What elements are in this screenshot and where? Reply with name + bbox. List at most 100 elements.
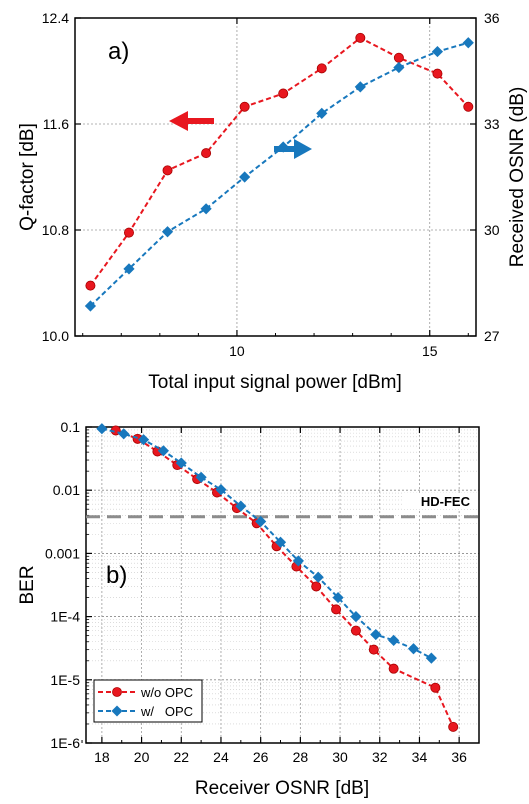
left-axis-arrow (169, 111, 214, 131)
chart-a-point-left (316, 63, 327, 74)
chart-a-series-line-right (89, 41, 469, 307)
chart-a-point-left (162, 165, 173, 176)
chart-b-point-w-o-opc (311, 581, 322, 592)
chart-b-panel-label: b) (106, 562, 127, 589)
legend-item-without-opc: w/o OPC (98, 685, 193, 700)
chart-b-x-tick-label: 18 (94, 749, 110, 765)
chart-a-y2-tick-label: 36 (484, 10, 500, 26)
chart-a-point-left (393, 52, 404, 63)
chart-a-x-tick-label: 10 (229, 343, 245, 359)
chart-b-point-w-o-opc (388, 663, 399, 674)
chart-a-point-right (200, 203, 212, 215)
chart-a-y-tick-label: 10.0 (42, 328, 69, 344)
chart-b-point-w-opc (350, 611, 362, 623)
right-axis-arrow (274, 139, 312, 159)
chart-b-point-w-opc (312, 571, 324, 583)
chart-a-point-left (201, 148, 212, 159)
hd-fec-label: HD-FEC (421, 494, 471, 509)
chart-b-y-axis-label: BER (17, 565, 38, 604)
chart-b-point-w-o-opc (331, 604, 342, 615)
chart-b-x-tick-label: 30 (332, 749, 348, 765)
chart-b-point-w-opc (175, 457, 187, 469)
chart-b-y-tick-label: 1E-5 (50, 672, 80, 688)
chart-b-point-w-opc (118, 428, 130, 440)
chart-b-point-w-opc (332, 591, 344, 604)
legend-label-with-opc: w/ OPC (140, 704, 193, 719)
chart-a-point-right (161, 226, 174, 238)
chart-a-y-axis-label: Q-factor [dB] (17, 123, 38, 231)
chart-b-ticks: 18 20 22 24 26 28 30 32 34 36 0.1 0.01 0.001 1E-4 1E-5… (45, 419, 480, 765)
chart-b-x-tick-label: 24 (213, 749, 229, 765)
chart-a-panel-label: a) (108, 38, 129, 65)
chart-a-series-line-left (89, 36, 470, 287)
chart-a-point-left (85, 280, 96, 291)
chart-a-point-right (354, 81, 366, 93)
chart-a-x-axis-label: Total input signal power [dBm] (148, 372, 401, 393)
chart-a-point-left (432, 68, 443, 79)
legend-item-with-opc: w/ OPC (98, 704, 193, 719)
chart-b-point-w-o-opc (448, 721, 459, 732)
legend-marker-without-opc (112, 687, 122, 697)
chart-b: 18 20 22 24 26 28 30 32 34 36 0.1 0.01 0.001 1E-4 1E-5… (17, 419, 480, 799)
chart-a-point-right (393, 61, 405, 74)
legend-label-without-opc: w/o OPC (140, 685, 193, 700)
chart-b-point-w-opc (137, 434, 150, 446)
chart-a-y2-axis-label: Received OSNR (dB) (507, 87, 528, 268)
chart-b-x-axis-label: Receiver OSNR [dB] (195, 778, 369, 799)
chart-a-x-tick-label: 15 (422, 343, 438, 359)
chart-a-y-tick-label: 12.4 (42, 10, 69, 26)
chart-b-x-tick-label: 22 (173, 749, 189, 765)
chart-b-x-tick-label: 32 (372, 749, 388, 765)
chart-a-grid (75, 17, 476, 337)
chart-b-x-tick-label: 34 (412, 749, 428, 765)
chart-b-y-tick-label: 0.001 (45, 545, 80, 561)
chart-b-point-w-opc (215, 484, 227, 496)
chart-b-x-tick-label: 20 (134, 749, 150, 765)
chart-a-point-right (84, 300, 97, 312)
chart-a-y-tick-label: 11.6 (43, 116, 69, 132)
chart-b-y-tick-label: 0.1 (61, 419, 81, 435)
chart-a-y2-tick-label: 27 (484, 328, 500, 344)
chart-a-point-right (462, 37, 474, 49)
chart-a-y2-tick-label: 33 (484, 116, 500, 132)
chart-b-point-w-o-opc (350, 625, 361, 636)
chart-b-x-tick-label: 28 (293, 749, 309, 765)
chart-a-ticks: 10 15 10.0 10.8 11.6 12.4 27 30 33 36 (42, 10, 500, 359)
chart-a-series (84, 32, 474, 312)
chart-b-point-w-o-opc (430, 682, 441, 693)
chart-a-point-left (463, 101, 474, 112)
chart-a-y-tick-label: 10.8 (42, 222, 69, 238)
chart-a-point-left (123, 227, 134, 238)
chart-b-legend: w/o OPC w/ OPC (93, 679, 203, 723)
chart-b-x-tick-label: 36 (451, 749, 467, 765)
chart-b-point-w-opc (235, 500, 247, 512)
chart-b-x-tick-label: 26 (253, 749, 269, 765)
chart-b-point-w-o-opc (368, 644, 379, 655)
chart-a-frame (74, 17, 477, 337)
chart-b-point-w-opc (292, 555, 304, 567)
chart-a: 10 15 10.0 10.8 11.6 12.4 27 30 33 36 a) Total in… (17, 10, 528, 393)
chart-a-point-right (239, 171, 251, 183)
chart-b-point-w-opc (195, 471, 207, 483)
chart-b-y-tick-label: 1E-6 (50, 735, 80, 751)
legend-box (93, 679, 203, 723)
hd-fec-label-bg (403, 493, 477, 509)
chart-b-point-w-opc (157, 445, 170, 457)
chart-a-point-right (123, 263, 135, 275)
chart-a-y2-tick-label: 30 (484, 222, 500, 238)
chart-b-frame (85, 426, 480, 744)
chart-b-point-w-opc (255, 515, 267, 528)
hd-fec-threshold: HD-FEC (86, 493, 479, 519)
chart-a-point-right (431, 45, 444, 58)
chart-b-point-w-opc (407, 643, 420, 655)
chart-b-point-w-opc (425, 652, 437, 664)
chart-a-point-left (239, 101, 250, 112)
chart-b-point-w-opc (274, 536, 287, 548)
chart-b-point-w-opc (96, 423, 108, 435)
legend-marker-with-opc (111, 705, 123, 717)
chart-b-y-tick-label: 0.01 (53, 482, 80, 498)
chart-a-point-right (316, 107, 328, 119)
chart-b-series-line-w-opc (101, 427, 432, 660)
chart-a-point-left (278, 88, 289, 99)
